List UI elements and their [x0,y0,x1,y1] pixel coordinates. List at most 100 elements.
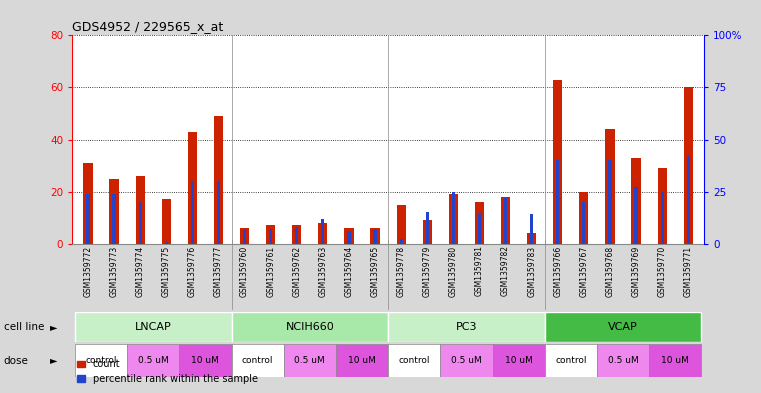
Text: GSM1359774: GSM1359774 [135,245,145,297]
Bar [231,312,388,342]
Text: control: control [555,356,587,365]
Text: GSM1359770: GSM1359770 [658,245,667,297]
Bar [400,239,403,244]
Text: GSM1359780: GSM1359780 [449,245,458,296]
Text: GSM1359767: GSM1359767 [579,245,588,297]
Bar [266,226,275,244]
Bar [492,344,545,377]
Bar [635,187,638,244]
Bar [139,202,142,244]
Text: VCAP: VCAP [608,322,638,332]
Bar [478,215,481,244]
Text: GSM1359782: GSM1359782 [501,245,510,296]
Bar [661,191,664,244]
Bar [545,312,702,342]
Bar [295,227,298,244]
Bar [214,116,223,244]
Text: 10 uM: 10 uM [348,356,376,365]
Bar [527,233,537,244]
Bar [336,344,388,377]
Text: GSM1359777: GSM1359777 [214,245,223,297]
Text: ►: ► [49,322,57,332]
Text: control: control [399,356,430,365]
Bar [606,129,615,244]
Bar [161,199,170,244]
Bar [553,80,562,244]
Bar [345,228,354,244]
Bar [452,191,455,244]
Bar [217,181,220,244]
Bar [686,156,690,244]
Text: PC3: PC3 [456,322,477,332]
Text: 10 uM: 10 uM [661,356,689,365]
Bar [449,194,458,244]
Bar [284,344,336,377]
Bar [75,312,231,342]
Bar [231,344,284,377]
Text: dose: dose [4,356,29,365]
Bar [269,229,272,244]
Text: GSM1359765: GSM1359765 [371,245,380,297]
Text: GSM1359778: GSM1359778 [396,245,406,296]
Bar [582,202,585,244]
Text: GSM1359775: GSM1359775 [162,245,170,297]
Bar [318,223,327,244]
Legend: count, percentile rank within the sample: count, percentile rank within the sample [73,356,262,388]
Bar [292,226,301,244]
Text: LNCAP: LNCAP [135,322,171,332]
Text: 0.5 uM: 0.5 uM [295,356,325,365]
Bar [240,228,249,244]
Text: control: control [85,356,116,365]
Bar [86,194,90,244]
Bar [371,228,380,244]
Bar [113,194,116,244]
Text: NCIH660: NCIH660 [285,322,334,332]
Bar [475,202,484,244]
Bar [110,178,119,244]
Bar [579,191,588,244]
Bar [127,344,180,377]
Bar [441,344,492,377]
Bar [180,344,231,377]
Text: 0.5 uM: 0.5 uM [451,356,482,365]
Bar [164,242,168,244]
Text: GSM1359776: GSM1359776 [188,245,197,297]
Text: GSM1359762: GSM1359762 [292,245,301,296]
Text: GSM1359772: GSM1359772 [84,245,92,296]
Bar [545,344,597,377]
Bar [75,344,127,377]
Bar [530,215,533,244]
Bar [374,229,377,244]
Text: GSM1359779: GSM1359779 [423,245,431,297]
Text: 0.5 uM: 0.5 uM [138,356,169,365]
Bar [632,158,641,244]
Bar [556,160,559,244]
Bar [658,168,667,244]
Text: GSM1359764: GSM1359764 [345,245,353,297]
Text: GSM1359763: GSM1359763 [318,245,327,297]
Text: control: control [242,356,273,365]
Bar [388,312,545,342]
Bar [188,132,197,244]
Bar [425,212,429,244]
Text: GDS4952 / 229565_x_at: GDS4952 / 229565_x_at [72,20,224,33]
Text: 10 uM: 10 uM [192,356,219,365]
Text: GSM1359783: GSM1359783 [527,245,537,296]
Text: GSM1359766: GSM1359766 [553,245,562,297]
Text: GSM1359768: GSM1359768 [606,245,614,296]
Bar [649,344,702,377]
Text: ►: ► [49,356,57,365]
Bar [396,205,406,244]
Text: cell line: cell line [4,322,44,332]
Text: 10 uM: 10 uM [505,356,533,365]
Bar [504,198,507,244]
Text: GSM1359773: GSM1359773 [110,245,119,297]
Bar [608,160,612,244]
Text: GSM1359769: GSM1359769 [632,245,641,297]
Bar [388,344,441,377]
Bar [501,197,510,244]
Bar [683,87,693,244]
Text: GSM1359761: GSM1359761 [266,245,275,296]
Bar [243,229,246,244]
Bar [321,219,324,244]
